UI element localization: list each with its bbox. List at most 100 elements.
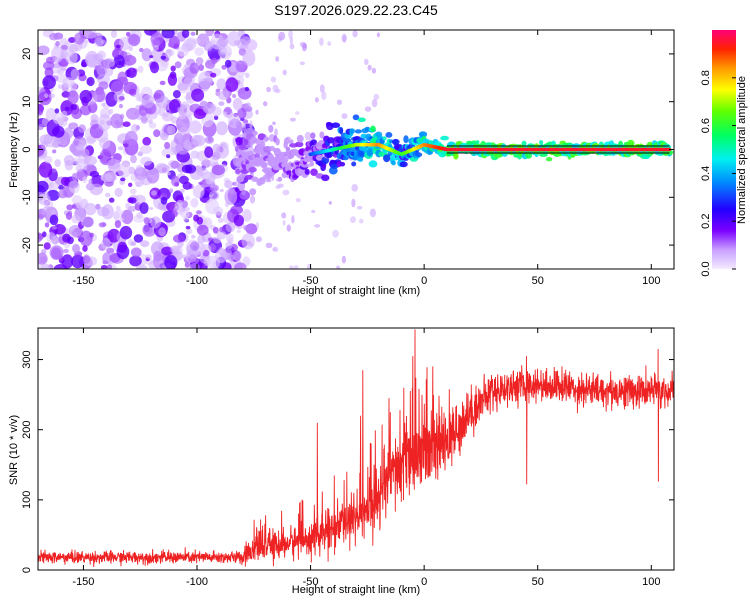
noise-blob <box>52 226 57 230</box>
noise-blob <box>278 31 286 41</box>
noise-blob <box>140 116 148 124</box>
noise-blob <box>89 183 104 196</box>
noise-blob <box>245 72 250 79</box>
noise-blob <box>138 105 148 117</box>
noise-blob <box>369 208 376 218</box>
noise-blob <box>304 131 312 141</box>
ridge-blob <box>383 154 391 163</box>
ridge-blob <box>453 152 459 160</box>
noise-blob <box>75 144 86 151</box>
noise-blob <box>249 120 253 129</box>
noise-blob <box>141 94 155 109</box>
noise-blob <box>68 122 79 130</box>
ridge-blob <box>339 127 344 135</box>
noise-blob <box>90 114 99 123</box>
y-tick-label: 0 <box>21 567 33 573</box>
ridge-blob <box>243 138 249 146</box>
noise-blob <box>183 216 189 222</box>
noise-blob <box>148 122 157 129</box>
noise-blob <box>135 164 143 175</box>
noise-blob <box>184 262 191 268</box>
noise-blob <box>218 247 225 254</box>
noise-blob <box>212 143 221 153</box>
noise-blob <box>210 72 217 78</box>
noise-blob <box>120 177 126 182</box>
noise-blob <box>150 216 162 229</box>
noise-blob <box>282 69 287 76</box>
noise-blob <box>57 84 63 89</box>
ridge-blob <box>285 165 293 171</box>
noise-blob <box>123 81 137 95</box>
noise-blob <box>133 234 144 243</box>
noise-blob <box>49 214 59 226</box>
noise-blob <box>289 36 293 45</box>
noise-blob <box>143 225 153 235</box>
noise-blob <box>196 224 209 236</box>
noise-blob <box>197 234 206 244</box>
bottom-x-axis-label: Height of straight line (km) <box>292 584 420 596</box>
ridge-blob <box>350 128 355 134</box>
noise-blob <box>67 90 79 105</box>
ridge-blob <box>283 158 288 165</box>
ridge-blob <box>336 161 342 168</box>
y-tick-label: 200 <box>21 421 33 439</box>
noise-blob <box>98 222 107 228</box>
noise-blob <box>291 215 295 224</box>
noise-blob <box>198 64 204 71</box>
noise-blob <box>241 122 246 128</box>
noise-blob <box>216 78 227 91</box>
noise-blob <box>122 121 131 127</box>
noise-blob <box>48 93 56 99</box>
noise-blob <box>174 61 182 69</box>
top-x-axis: -150 -100 -50 0 50 100 <box>72 30 660 287</box>
ridge-blob <box>327 137 335 144</box>
noise-blob <box>319 84 325 93</box>
noise-blob <box>207 119 214 126</box>
ridge-blob <box>289 139 294 145</box>
y-tick-label: 300 <box>21 350 33 368</box>
noise-blob <box>219 226 225 233</box>
noise-blob <box>272 247 276 252</box>
noise-blob <box>82 176 88 184</box>
y-tick-label: -20 <box>21 237 33 253</box>
noise-blob <box>147 119 153 124</box>
noise-blob <box>153 250 163 262</box>
noise-blob <box>293 265 299 269</box>
ridge-blob <box>331 122 341 128</box>
ridge-blob <box>261 160 267 169</box>
noise-blob <box>204 146 214 158</box>
x-tick-label: -50 <box>303 576 319 588</box>
noise-blob <box>350 216 356 224</box>
noise-blob <box>41 206 54 216</box>
noise-blob <box>163 102 171 111</box>
noise-blob <box>341 33 347 43</box>
y-tick-label: 0 <box>21 146 33 152</box>
ridge-blob <box>321 174 330 182</box>
noise-blob <box>182 254 187 259</box>
bottom-y-axis-label: SNR (10 * v/v) <box>8 415 20 485</box>
noise-blob <box>43 200 54 209</box>
x-tick-label: 0 <box>421 275 427 287</box>
noise-blob <box>134 194 146 205</box>
noise-blob <box>224 59 232 68</box>
noise-blob <box>68 226 75 232</box>
x-tick-label: 50 <box>532 275 544 287</box>
noise-blob <box>158 227 166 237</box>
x-tick-label: -50 <box>303 275 319 287</box>
noise-blob <box>134 175 145 187</box>
noise-blob <box>225 241 233 250</box>
top-y-axis-label: Frequency (Hz) <box>8 112 20 188</box>
noise-blob <box>79 104 92 116</box>
noise-blob <box>242 209 252 222</box>
noise-blob <box>80 216 95 228</box>
noise-blob <box>106 264 113 269</box>
ridge-blob <box>475 140 480 145</box>
ridge-blob <box>352 114 360 121</box>
noise-blob <box>161 111 174 122</box>
noise-blob <box>275 56 280 62</box>
ridge-blob <box>339 161 346 167</box>
noise-blob <box>203 77 214 85</box>
noise-blob <box>176 199 183 206</box>
noise-blob <box>172 210 178 218</box>
noise-blob <box>336 99 343 105</box>
